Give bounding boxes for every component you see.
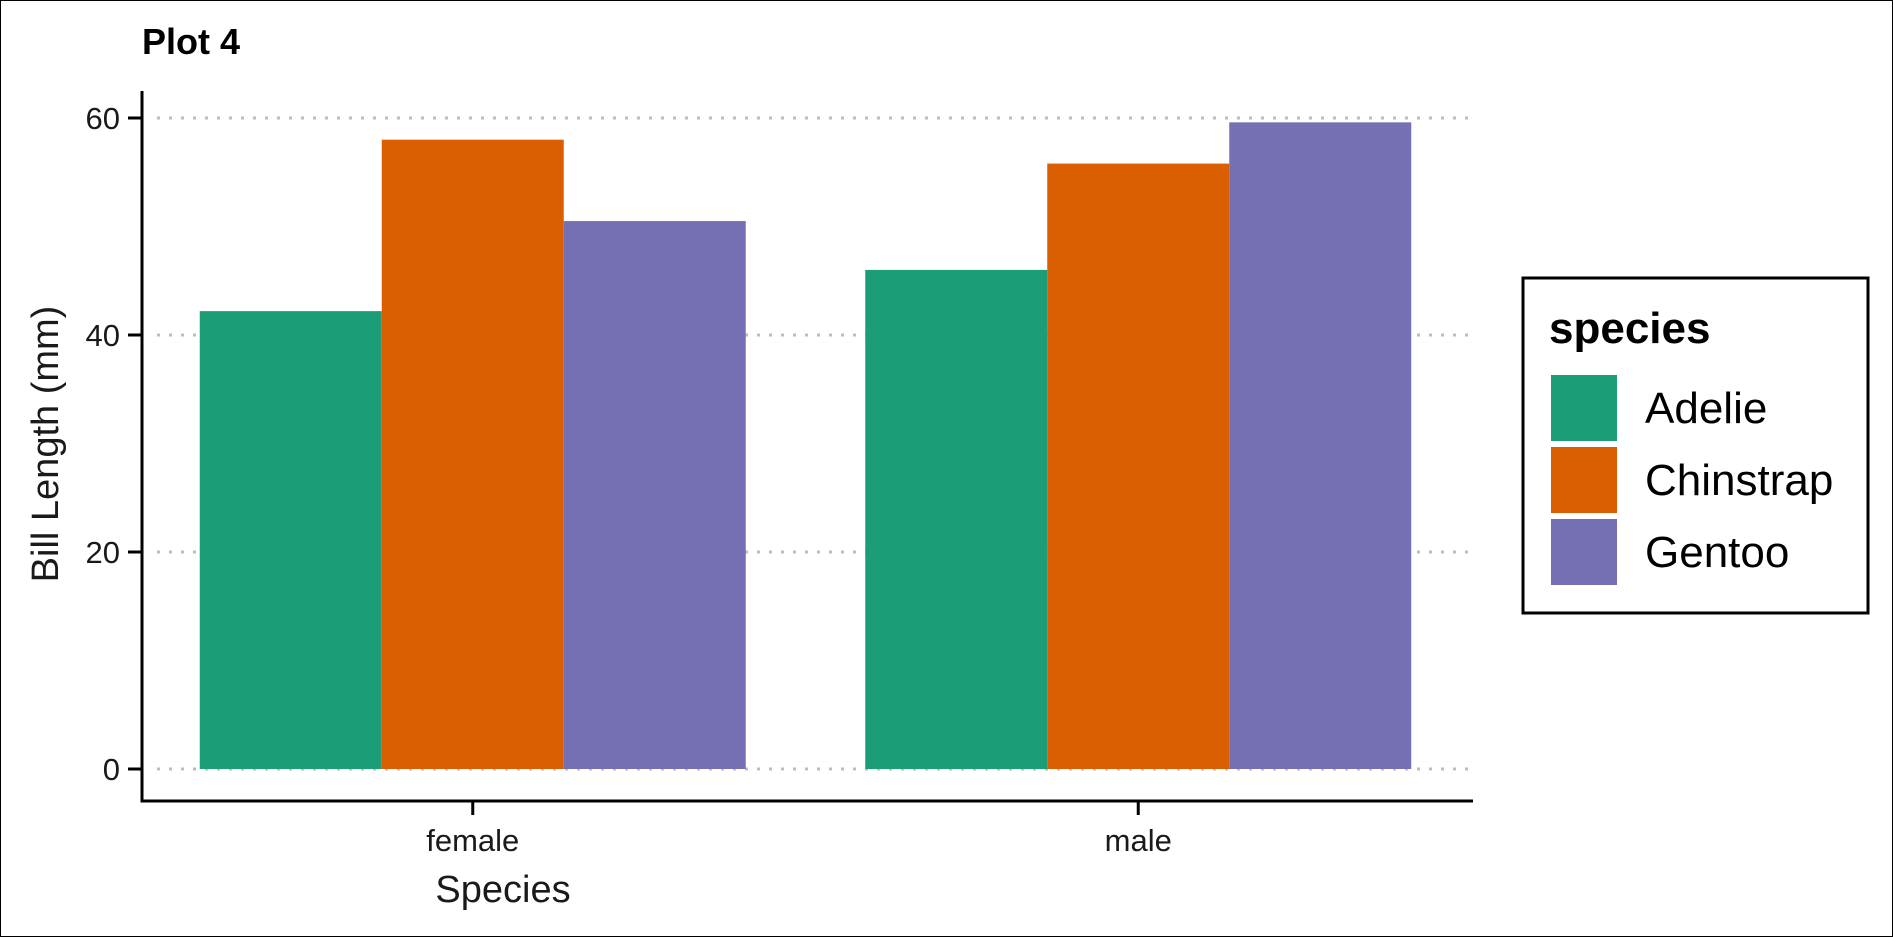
y-tick-label-0: 0 bbox=[103, 752, 120, 787]
legend-key-gentoo bbox=[1551, 519, 1617, 585]
bar-adelie-male bbox=[865, 269, 1048, 769]
x-axis-title: Species bbox=[435, 869, 570, 911]
y-ticks: 0 20 40 60 bbox=[86, 101, 142, 787]
legend-label-chinstrap: Chinstrap bbox=[1645, 456, 1833, 505]
legend-title: species bbox=[1549, 304, 1710, 353]
bar-gentoo-female bbox=[563, 221, 746, 769]
y-axis-title: Bill Length (mm) bbox=[25, 306, 67, 583]
y-tick-label-1: 20 bbox=[86, 535, 120, 570]
chart-title: Plot 4 bbox=[142, 21, 240, 62]
legend-key-adelie bbox=[1551, 375, 1617, 441]
legend-key-chinstrap bbox=[1551, 447, 1617, 513]
y-tick-label-3: 60 bbox=[86, 101, 120, 136]
legend-label-gentoo: Gentoo bbox=[1645, 528, 1789, 577]
axes bbox=[140, 91, 1473, 803]
bar-chinstrap-female bbox=[381, 139, 564, 769]
x-tick-label-male: male bbox=[1105, 823, 1172, 858]
bar-gentoo-male bbox=[1229, 122, 1412, 770]
bar-adelie-female bbox=[199, 311, 382, 769]
legend-label-adelie: Adelie bbox=[1645, 384, 1767, 433]
bars bbox=[199, 122, 1412, 770]
y-tick-label-2: 40 bbox=[86, 318, 120, 353]
legend: species Adelie Chinstrap Gentoo bbox=[1521, 276, 1870, 615]
x-tick-label-female: female bbox=[426, 823, 519, 858]
x-ticks: female male bbox=[426, 801, 1172, 858]
bar-chinstrap-male bbox=[1047, 163, 1230, 769]
